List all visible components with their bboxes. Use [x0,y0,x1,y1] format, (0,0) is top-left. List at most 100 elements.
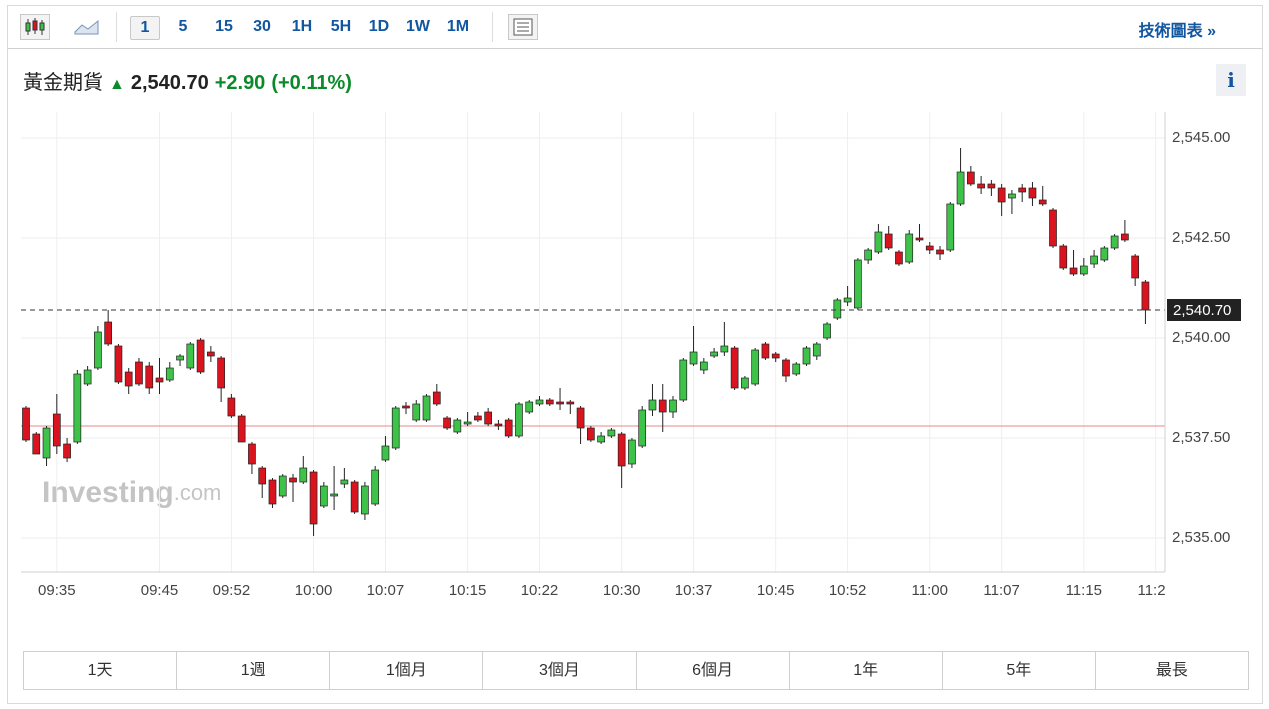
candle-body [1049,209,1057,247]
info-button[interactable]: i [1216,64,1246,96]
table-icon[interactable] [508,14,538,40]
candle-body [42,427,51,459]
interval-tab[interactable]: 5 [178,18,188,35]
candle-body [658,399,667,413]
interval-tab[interactable]: 1 [130,16,160,40]
watermark: Investing.com [42,476,221,509]
candle-body [710,351,718,357]
candle-body [1069,267,1078,275]
range-button[interactable]: 5年 [943,652,1096,689]
range-button[interactable]: 1個月 [330,652,484,689]
quote-header: 黃金期貨 ▲ 2,540.70 +2.90 (+0.11%) [23,72,352,94]
interval-tab[interactable]: 30 [253,18,271,35]
candle-body [94,331,102,369]
y-tick-label: 2,540.00 [1172,329,1230,346]
candle-body [720,345,729,353]
instrument-title: 黃金期貨 [23,72,103,94]
candle-body [556,401,564,405]
candle-body [566,401,575,405]
price: 2,540.70 [130,72,209,94]
interval-tab[interactable]: 15 [215,18,233,35]
candle-body [299,467,308,483]
candle-body [145,365,154,389]
candle-body [371,469,380,505]
candle-body [699,361,708,371]
candle-body [217,357,225,389]
y-tick-label: 2,537.50 [1172,429,1230,446]
candle-body [412,403,421,421]
candle-body [905,233,914,263]
candle-body [176,355,184,361]
candle-body [833,299,842,319]
x-tick-label: 10:00 [295,582,333,599]
candle-body [381,445,390,461]
candle-body [248,443,256,465]
candle-body [525,401,534,413]
candle-body [792,363,801,375]
candle-body [207,351,215,357]
area-icon[interactable] [74,18,100,36]
candle-body [977,183,985,189]
candle-body [1038,199,1047,205]
candle-body [915,237,924,241]
last-price-label: 2,540.70 [1173,302,1231,319]
candle-body [32,433,41,455]
y-tick-label: 2,545.00 [1172,129,1230,146]
candle-body [340,479,349,485]
candle-body [196,339,205,373]
candle-body [227,397,236,417]
range-button[interactable]: 1天 [24,652,178,689]
candle-body [1090,255,1098,265]
candle-body [22,407,30,441]
candle-body [1110,235,1119,249]
candle-body [453,419,462,433]
range-button[interactable]: 1年 [790,652,943,689]
candle-body [309,471,318,525]
candle-body [597,435,605,443]
candle-body [679,359,688,401]
interval-tab[interactable]: 5H [330,18,352,35]
candle-body [535,399,544,405]
interval-tab[interactable]: 1D [368,18,390,35]
x-tick-label: 10:45 [757,582,795,599]
interval-tab[interactable]: 1W [406,18,430,35]
candle-body [515,403,523,437]
candle-body [63,443,71,459]
watermark-suffix: .com [174,480,222,505]
candle-body [1100,247,1109,261]
candle-body [689,351,698,365]
candle-body [494,423,503,427]
candle-body [83,369,92,385]
candle-body [669,399,677,413]
candle-body [474,415,482,421]
candle-body [1121,233,1129,241]
candle-body [617,433,626,467]
range-button[interactable]: 最長 [1155,662,1188,679]
interval-tab[interactable]: 1H [291,18,313,35]
candle-body [124,371,133,387]
candle-icon[interactable] [20,14,50,40]
interval-tab[interactable]: 1M [446,18,470,35]
candle-body [782,359,790,377]
x-tick-label: 11:00 [912,582,948,599]
y-tick-label: 2,542.50 [1172,229,1230,246]
y-tick-label: 2,535.00 [1172,529,1230,546]
range-button[interactable]: 3個月 [483,652,637,689]
candle-body [607,429,616,437]
candle-body [52,413,61,447]
candle-body [361,485,369,515]
candle-body [586,427,595,441]
x-tick-label: 10:30 [603,582,641,599]
range-button[interactable]: 6個月 [637,652,790,689]
candle-body [422,395,431,421]
technical-link[interactable]: 技術圖表 » [1138,23,1216,40]
candle-body [165,367,174,381]
x-tick-label: 10:22 [521,582,559,599]
candle-body [319,485,328,507]
candle-body [278,475,287,497]
candle-body [874,231,883,253]
candle-body [936,249,944,255]
x-tick-label: 11:22 [1137,582,1173,599]
range-button[interactable]: 1週 [177,652,331,689]
candle-body [741,377,749,389]
